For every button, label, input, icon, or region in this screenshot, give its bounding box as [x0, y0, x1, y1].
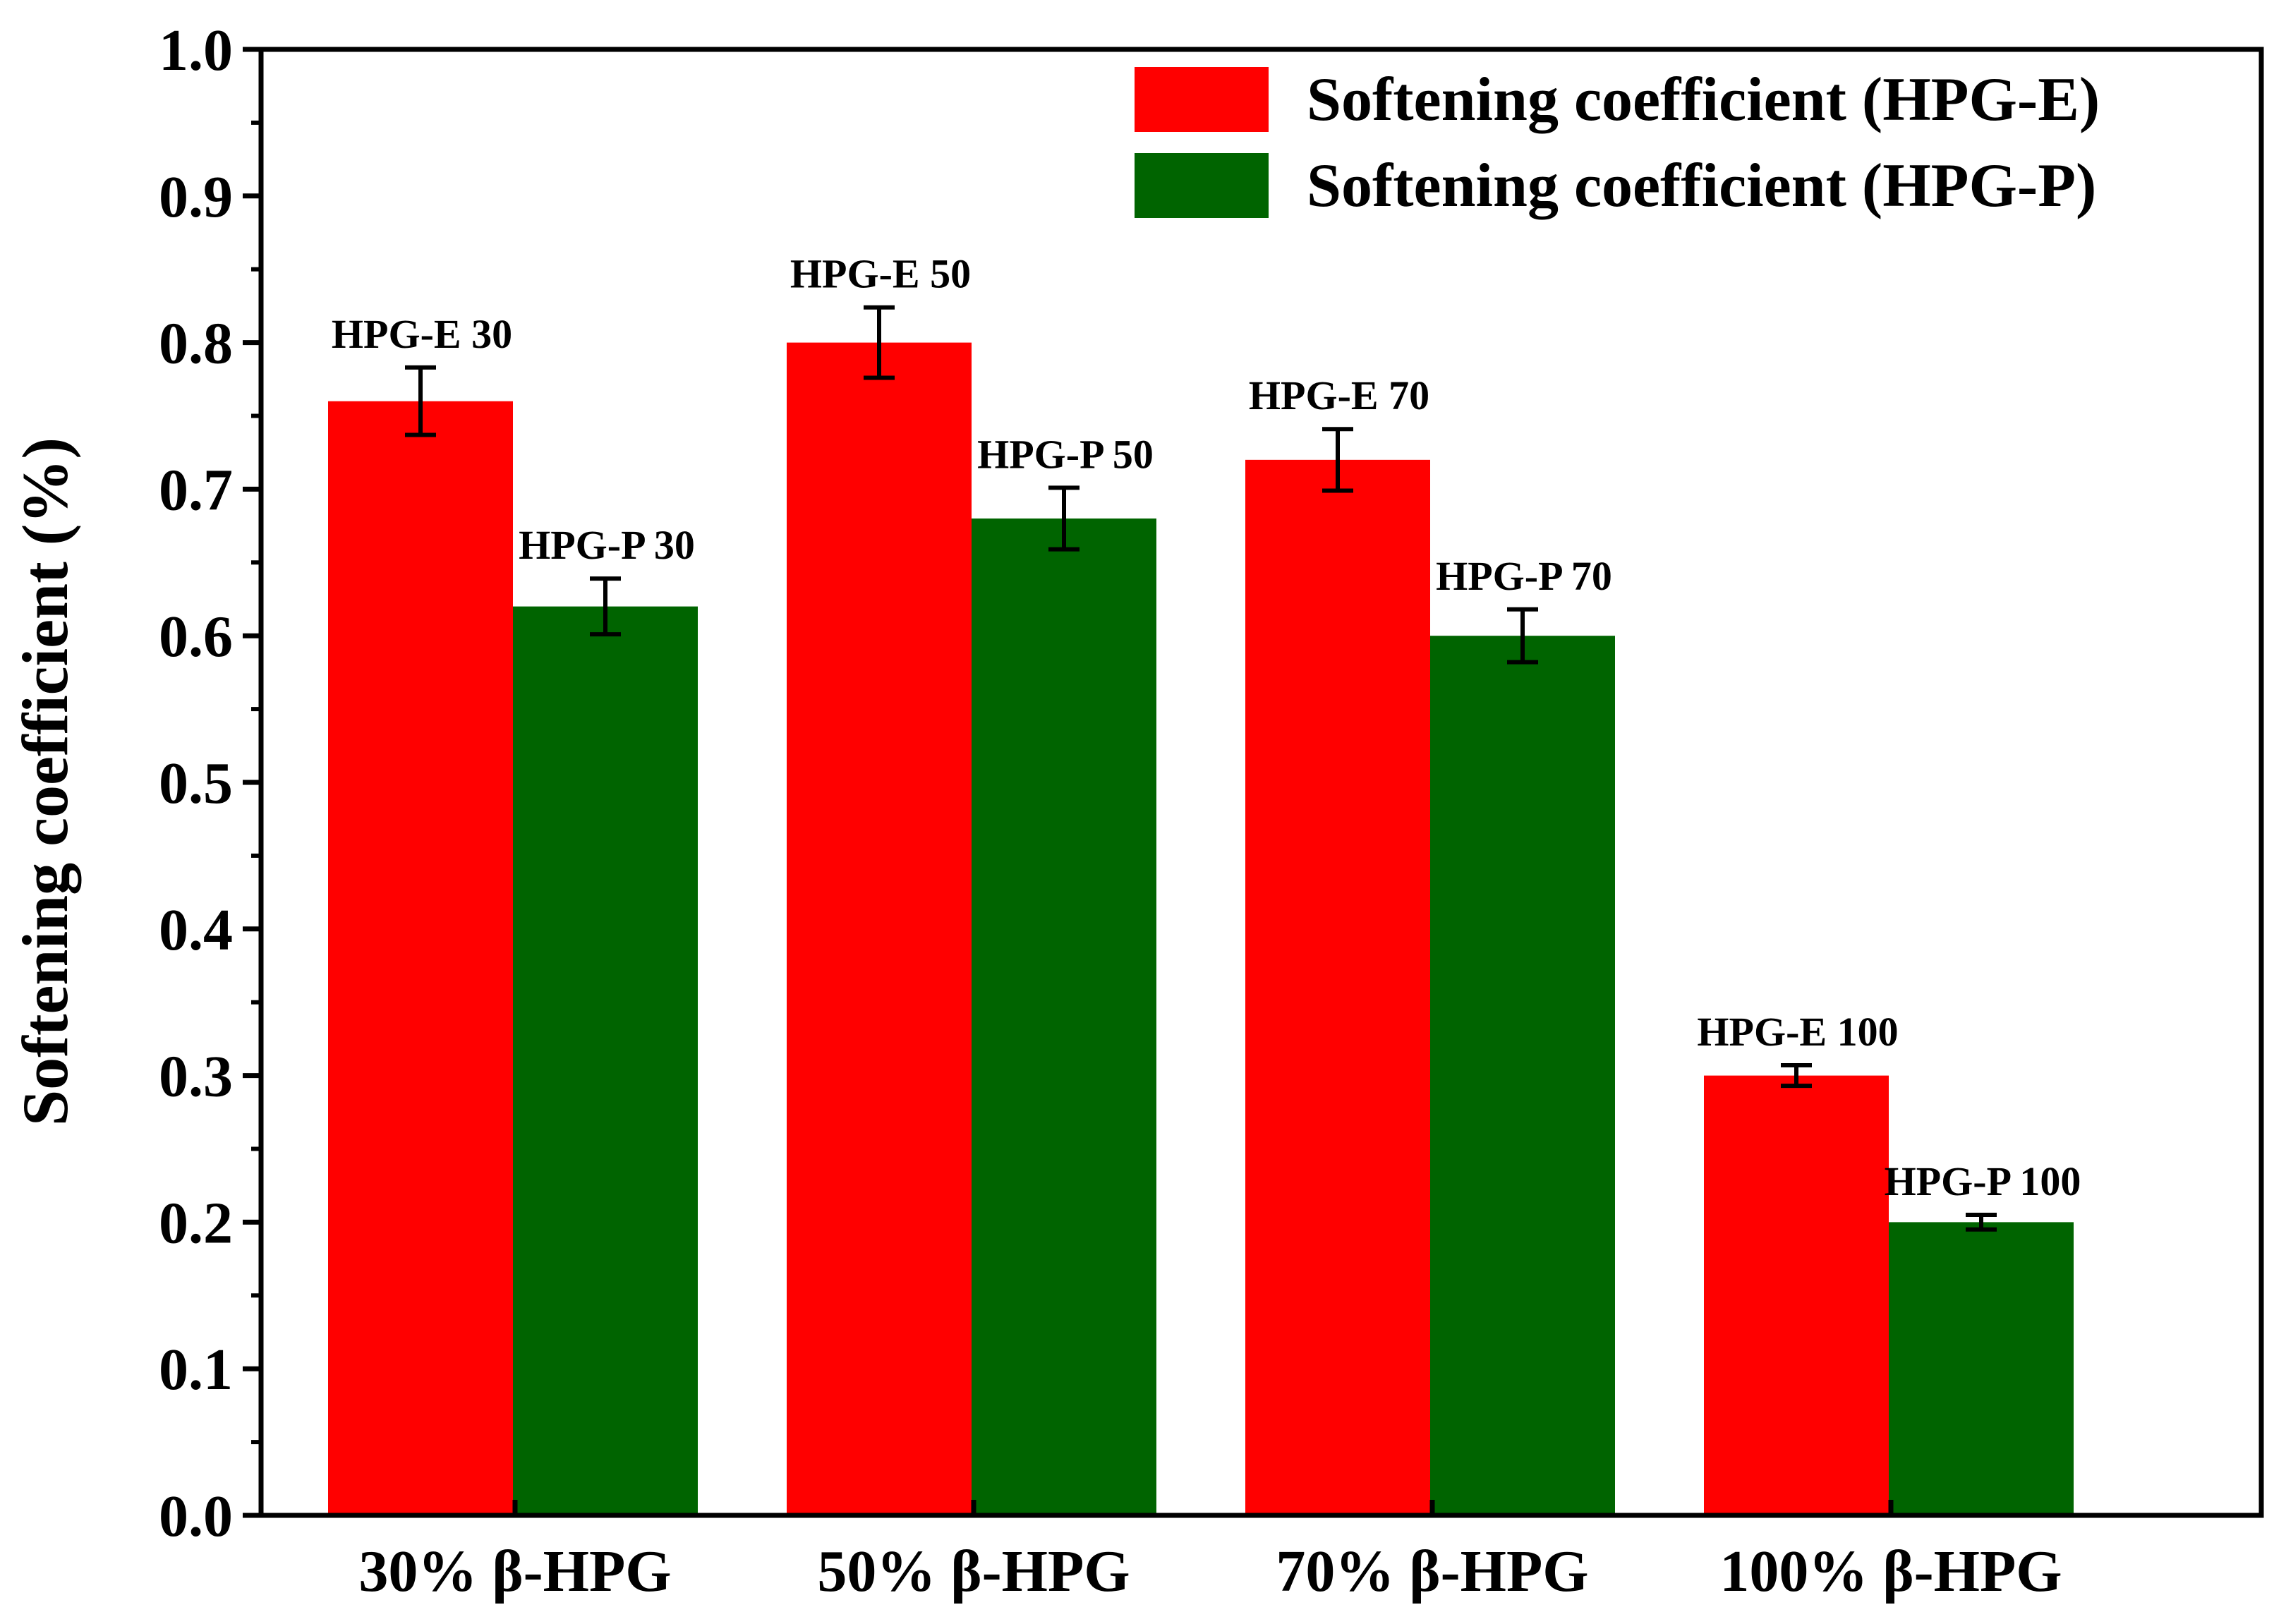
error-bar — [1048, 485, 1080, 552]
bar-hpg-p-0 — [513, 606, 698, 1515]
x-tick-label: 100% β-HPG — [1719, 1539, 2062, 1604]
error-bar — [1966, 1213, 1997, 1232]
y-tick-label: 0.9 — [159, 164, 233, 230]
bar-hpg-e-3 — [1704, 1075, 1889, 1515]
error-bar — [405, 365, 436, 437]
y-tick-label: 1.0 — [159, 18, 233, 83]
x-tick-label: 30% β-HPG — [358, 1539, 671, 1604]
legend: Softening coefficient (HPG-E) Softening c… — [1135, 66, 2100, 220]
y-tick-label: 0.5 — [159, 751, 233, 816]
error-bar — [590, 576, 621, 637]
legend-label: Softening coefficient (HPG-P) — [1307, 152, 2096, 220]
y-tick-label: 0.8 — [159, 311, 233, 377]
y-tick-label: 0.2 — [159, 1190, 233, 1256]
error-bar — [1507, 607, 1538, 665]
y-tick-label: 0.4 — [159, 897, 233, 963]
legend-swatch — [1135, 153, 1269, 218]
legend-label: Softening coefficient (HPG-E) — [1307, 66, 2100, 134]
legend-swatch — [1135, 67, 1269, 132]
error-bar — [1322, 427, 1353, 493]
error-bar — [864, 305, 895, 380]
y-tick-label: 0.3 — [159, 1044, 233, 1110]
bar-data-label: HPG-E 30 — [332, 311, 512, 357]
bar-data-label: HPG-P 30 — [519, 522, 695, 568]
bar-data-label: HPG-E 50 — [790, 251, 971, 297]
y-tick-label: 0.7 — [159, 457, 233, 523]
bar-data-label: HPG-E 70 — [1249, 372, 1429, 418]
bar-data-label: HPG-E 100 — [1697, 1009, 1898, 1055]
bar-data-label: HPG-P 70 — [1436, 553, 1612, 599]
bar-data-label: HPG-P 100 — [1885, 1158, 2081, 1204]
error-bar — [1781, 1063, 1812, 1089]
x-tick-label: 50% β-HPG — [817, 1539, 1130, 1604]
bars-layer — [328, 342, 2074, 1516]
x-tick-label: 70% β-HPG — [1276, 1539, 1588, 1604]
error-bars-layer — [405, 305, 1997, 1232]
y-tick-label: 0.0 — [159, 1484, 233, 1549]
bar-hpg-e-2 — [1245, 459, 1430, 1515]
bar-data-label: HPG-P 50 — [977, 431, 1154, 477]
y-tick-label: 0.1 — [159, 1337, 233, 1402]
bar-labels-layer: HPG-E 30 HPG-P 30 HPG-E 50 HPG-P 50 HPG-E 70… — [332, 251, 2081, 1204]
bar-hpg-p-3 — [1889, 1222, 2074, 1515]
y-axis-title: Softening coefficient (%) — [9, 437, 81, 1126]
bar-hpg-e-1 — [787, 342, 972, 1516]
y-tick-label: 0.6 — [159, 604, 233, 669]
bar-hpg-e-0 — [328, 401, 513, 1515]
bar-hpg-p-2 — [1430, 636, 1615, 1516]
bar-hpg-p-1 — [972, 518, 1156, 1516]
axes: 30% β-HPG 50% β-HPG 70% β-HPG 100% β-HPG 0.0… — [159, 18, 2264, 1604]
